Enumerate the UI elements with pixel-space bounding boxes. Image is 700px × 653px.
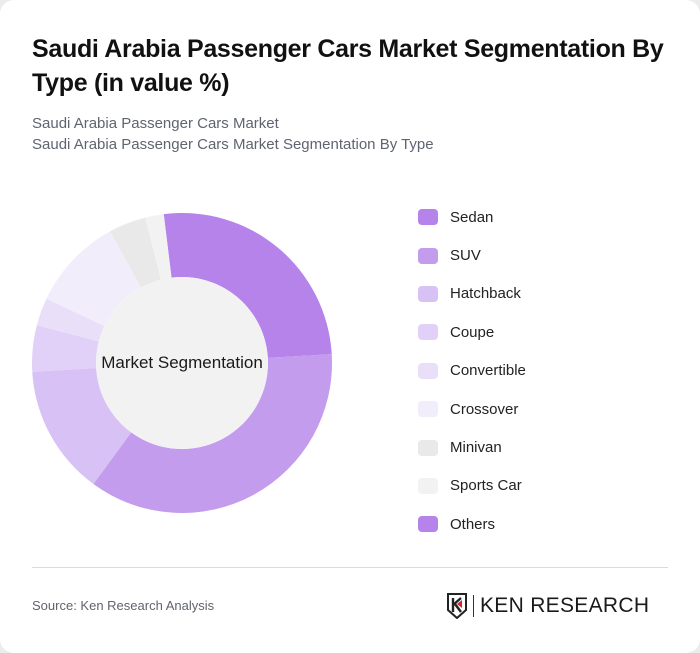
legend-swatch-icon — [418, 209, 438, 226]
donut-segment-coupe[interactable] — [32, 325, 99, 372]
legend-label: Convertible — [450, 362, 526, 380]
donut-segment-hatchback[interactable] — [32, 368, 132, 485]
chart-legend: Sedan SUV Hatchback Coupe Convertible Crossov… — [418, 198, 526, 544]
legend-swatch-icon — [418, 285, 438, 302]
legend-item-crossover[interactable]: Crossover — [418, 390, 526, 428]
donut-segment-sedan[interactable] — [163, 213, 332, 358]
legend-swatch-icon — [418, 477, 438, 494]
donut-segment-convertible[interactable] — [36, 298, 105, 342]
legend-label: Hatchback — [450, 285, 521, 303]
legend-swatch-icon — [418, 362, 438, 379]
legend-label: Crossover — [450, 400, 519, 418]
legend-item-convertible[interactable]: Convertible — [418, 352, 526, 390]
legend-item-minivan[interactable]: Minivan — [418, 428, 526, 466]
ken-research-logo-icon — [447, 593, 467, 619]
chart-subtitle: Saudi Arabia Passenger Cars Market Saudi… — [32, 113, 434, 155]
legend-swatch-icon — [418, 401, 438, 418]
legend-label: Sedan — [450, 208, 494, 226]
legend-label: Others — [450, 515, 496, 533]
donut-segment-crossover[interactable] — [46, 231, 141, 327]
logo-text: KEN RESEARCH — [480, 594, 650, 617]
chart-title: Saudi Arabia Passenger Cars Market Segme… — [32, 35, 664, 97]
legend-item-suv[interactable]: SUV — [418, 236, 526, 274]
legend-swatch-icon — [418, 439, 438, 456]
subtitle-market: Saudi Arabia Passenger Cars Market — [32, 115, 279, 132]
legend-label: Sports Car — [450, 477, 522, 495]
legend-swatch-icon — [418, 516, 438, 533]
legend-item-others[interactable]: Others — [418, 505, 526, 543]
donut-segment-suv[interactable] — [93, 354, 332, 513]
logo-separator — [473, 595, 474, 617]
legend-item-sedan[interactable]: Sedan — [418, 198, 526, 236]
ken-research-logo: KEN RESEARCH — [446, 592, 649, 620]
legend-swatch-icon — [418, 247, 438, 264]
legend-item-coupe[interactable]: Coupe — [418, 313, 526, 351]
legend-label: Coupe — [450, 323, 495, 341]
legend-item-hatchback[interactable]: Hatchback — [418, 275, 526, 313]
legend-swatch-icon — [418, 324, 438, 341]
legend-label: SUV — [450, 247, 481, 265]
donut-segment-minivan[interactable] — [110, 217, 161, 288]
source-text: Source: Ken Research Analysis — [32, 598, 215, 613]
donut-hole — [96, 277, 268, 449]
donut-chart — [32, 213, 332, 513]
subtitle-segmentation: Saudi Arabia Passenger Cars Market Segme… — [32, 136, 434, 153]
legend-item-sports-car[interactable]: Sports Car — [418, 467, 526, 505]
legend-label: Minivan — [450, 439, 502, 457]
donut-segment-sports-car[interactable] — [145, 214, 172, 280]
footer-divider — [32, 567, 668, 568]
